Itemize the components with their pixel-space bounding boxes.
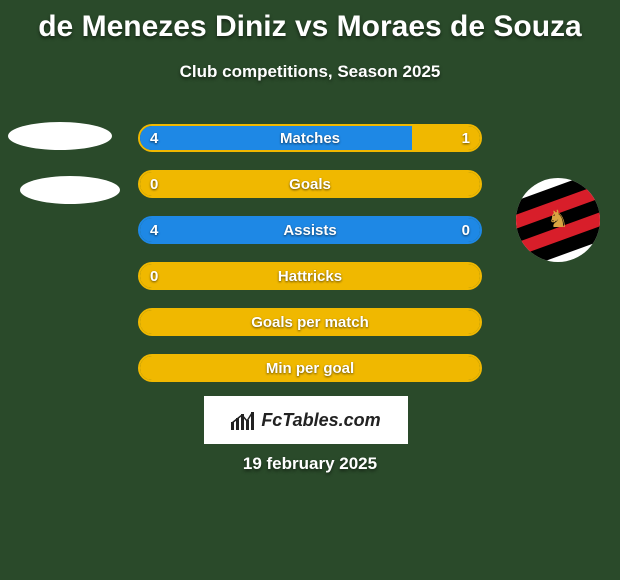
stat-row: Min per goal	[138, 354, 482, 382]
stat-label: Matches	[140, 126, 480, 150]
stat-row: 4Matches1	[138, 124, 482, 152]
subtitle: Club competitions, Season 2025	[0, 62, 620, 82]
team-right-badge: ♞	[516, 178, 600, 262]
footer-date: 19 february 2025	[0, 454, 620, 474]
stat-row: 4Assists0	[138, 216, 482, 244]
page-title: de Menezes Diniz vs Moraes de Souza	[0, 10, 620, 44]
team-left-placeholder-bottom	[20, 176, 120, 204]
lion-icon: ♞	[547, 205, 569, 234]
stat-row: 0Hattricks	[138, 262, 482, 290]
stat-label: Goals per match	[140, 310, 480, 334]
team-left-placeholder-top	[8, 122, 112, 150]
bar-chart-icon	[231, 410, 255, 430]
stat-row: 0Goals	[138, 170, 482, 198]
stats-container: 4Matches10Goals4Assists00HattricksGoals …	[138, 124, 482, 400]
stat-label: Min per goal	[140, 356, 480, 380]
stat-value-right: 0	[462, 218, 470, 242]
stat-label: Hattricks	[140, 264, 480, 288]
footer-brand-box: FcTables.com	[204, 396, 408, 444]
stat-row: Goals per match	[138, 308, 482, 336]
footer-brand-text: FcTables.com	[261, 410, 380, 431]
stat-value-right: 1	[462, 126, 470, 150]
stat-label: Goals	[140, 172, 480, 196]
stat-label: Assists	[140, 218, 480, 242]
